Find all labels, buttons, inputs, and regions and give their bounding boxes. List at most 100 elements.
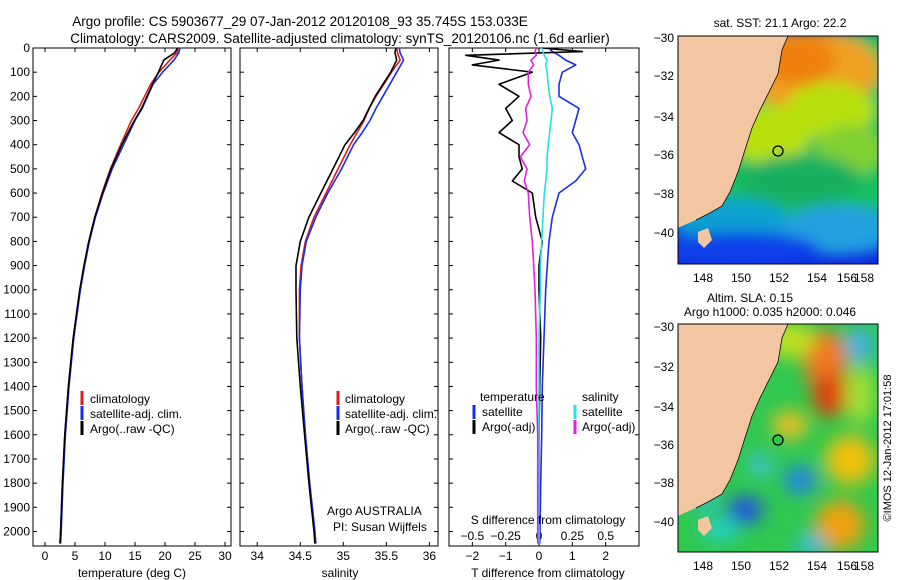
y-tick-label: 1900 bbox=[3, 500, 30, 514]
x-tick-label: 10 bbox=[98, 549, 112, 563]
sla-argo-location-marker bbox=[772, 434, 784, 446]
x-tick-label: 30 bbox=[218, 549, 232, 563]
sst-argo-location-marker bbox=[772, 145, 784, 157]
difference-lines bbox=[464, 48, 587, 544]
x-tick-label: 15 bbox=[128, 549, 142, 563]
sla-ylabel-32: −32 bbox=[654, 360, 675, 374]
x-tick-label: −1 bbox=[499, 549, 513, 563]
y-tick-label: 2000 bbox=[3, 524, 30, 538]
x-tick-label: 25 bbox=[188, 549, 202, 563]
sst-island bbox=[698, 228, 712, 248]
y-tick-label: 1800 bbox=[3, 476, 30, 490]
y-tick-label: 0 bbox=[23, 41, 30, 55]
argo-pi-annotation: PI: Susan Wijffels bbox=[333, 520, 427, 534]
sst-ylabel-30: −30 bbox=[654, 31, 675, 45]
y-tick-label: 1700 bbox=[3, 452, 30, 466]
series-argo-raw-qc bbox=[59, 48, 179, 544]
s-tick-label: 0.5 bbox=[597, 529, 614, 543]
legend-argo-label: Argo(..raw -QC) bbox=[90, 422, 175, 436]
temperature-y-axis: 0 100 200 300 400 500 600 700 800 900 1000 1100 1200… bbox=[3, 41, 231, 538]
temperature-panel: 0100200300400500600700800900100011001200… bbox=[3, 41, 232, 580]
sst-map-title: sat. SST: 21.1 Argo: 22.2 bbox=[714, 16, 847, 30]
sla-y-labels: −30 −32 −34 −36 −38 −40 bbox=[654, 320, 675, 529]
temperature-lines bbox=[59, 48, 181, 544]
sla-map-subtitle: Argo h1000: 0.035 h2000: 0.046 bbox=[684, 305, 856, 319]
sst-ylabel-32: −32 bbox=[654, 69, 675, 83]
y-tick-label: 1200 bbox=[3, 331, 30, 345]
legend-argo-label: Argo(..raw -QC) bbox=[345, 422, 430, 436]
sla-xlabel-150: 150 bbox=[731, 559, 751, 573]
sla-coastline bbox=[695, 324, 789, 509]
y-tick-label: 1000 bbox=[3, 283, 30, 297]
difference-salinity-axis: −0.5 −0.25 0 0.25 0.5 bbox=[460, 529, 614, 543]
y-tick-label: 500 bbox=[10, 162, 30, 176]
figure-title-line2: Climatology: CARS2009. Satellite-adjuste… bbox=[70, 31, 610, 46]
sst-xlabel-156: 156 bbox=[837, 271, 857, 285]
sst-xlabel-152: 152 bbox=[769, 271, 789, 285]
temperature-axes-frame bbox=[32, 47, 232, 547]
x-tick-label: 35.5 bbox=[375, 549, 399, 563]
sst-xlabel-158: 158 bbox=[854, 271, 874, 285]
sst-coastline bbox=[695, 36, 789, 221]
y-tick-label: 1100 bbox=[4, 307, 30, 321]
y-tick-label: 300 bbox=[10, 114, 30, 128]
imos-watermark: ©IMOS 12-Jan-2012 17:01:58 bbox=[882, 375, 894, 522]
sst-map: sat. SST: 21.1 Argo: 22.2 −30 bbox=[654, 16, 879, 285]
x-tick-label: 1 bbox=[569, 549, 576, 563]
legend-s-argo-label: Argo(-adj) bbox=[582, 420, 635, 434]
y-tick-label: 1600 bbox=[3, 428, 30, 442]
x-tick-label: 36 bbox=[423, 549, 437, 563]
legend-t-satellite-label: satellite bbox=[482, 405, 523, 419]
series-argo-raw-qc bbox=[295, 48, 398, 544]
y-tick-label: 800 bbox=[10, 234, 30, 248]
sla-map-frame bbox=[677, 323, 879, 553]
sla-xlabel-148: 148 bbox=[693, 559, 713, 573]
difference-x-axis: −2 −1 0 1 2 bbox=[465, 48, 609, 563]
sst-x-labels: 148 150 152 154 156 158 bbox=[693, 271, 874, 285]
series-salinity-satellite bbox=[538, 48, 554, 544]
x-tick-label: 0 bbox=[42, 549, 49, 563]
series-temperature-argo-adj bbox=[464, 48, 584, 544]
y-tick-label: 400 bbox=[10, 138, 30, 152]
sla-xlabel-158: 158 bbox=[854, 559, 874, 573]
sla-xlabel-156: 156 bbox=[837, 559, 857, 573]
legend-temperature-title: temperature bbox=[480, 390, 545, 404]
sst-land bbox=[678, 36, 788, 228]
salinity-panel: 34 34.5 35 35.5 36 climatology satellite-adj… bbox=[239, 47, 439, 580]
legend-t-argo-label: Argo(-adj) bbox=[482, 420, 535, 434]
argo-program-annotation: Argo AUSTRALIA bbox=[327, 504, 422, 518]
sst-xlabel-148: 148 bbox=[693, 271, 713, 285]
salinity-y-ticks bbox=[240, 47, 438, 532]
y-tick-label: 600 bbox=[10, 186, 30, 200]
sla-ylabel-36: −36 bbox=[654, 438, 675, 452]
series-satellite-adj-clim bbox=[298, 48, 405, 544]
y-tick-label: 1500 bbox=[3, 404, 30, 418]
sst-xlabel-154: 154 bbox=[807, 271, 827, 285]
salinity-legend: climatology satellite-adj. clim. Argo(..… bbox=[336, 391, 437, 436]
temperature-x-axis: 0 5 10 15 20 25 30 bbox=[42, 48, 232, 563]
sla-ylabel-30: −30 bbox=[654, 320, 675, 334]
sst-ylabel-34: −34 bbox=[654, 110, 675, 124]
y-tick-label: 700 bbox=[10, 210, 30, 224]
sla-xlabel-152: 152 bbox=[769, 559, 789, 573]
difference-panel: −2 −1 0 1 2 −0.5 −0.25 0 0.25 0.5 temperature sa… bbox=[448, 47, 640, 580]
x-tick-label: 20 bbox=[158, 549, 172, 563]
sla-xlabel-154: 154 bbox=[807, 559, 827, 573]
x-tick-label: 34.5 bbox=[289, 549, 313, 563]
difference-legend: temperature salinity satellite Argo(-adj… bbox=[472, 390, 635, 434]
t-difference-label: T difference from climatology bbox=[471, 566, 625, 580]
sst-y-labels: −30 −32 −34 −36 −38 −40 bbox=[654, 31, 675, 240]
difference-axes-frame bbox=[448, 47, 640, 547]
s-tick-label: −0.5 bbox=[460, 529, 484, 543]
sla-x-labels: 148 150 152 154 156 158 bbox=[693, 559, 874, 573]
legend-satellite-label: satellite-adj. clim. bbox=[90, 407, 182, 421]
y-tick-label: 1400 bbox=[3, 379, 30, 393]
legend-salinity-title: salinity bbox=[582, 390, 619, 404]
x-tick-label: 0 bbox=[536, 549, 543, 563]
difference-y-ticks bbox=[449, 47, 639, 532]
sst-ylabel-40: −40 bbox=[654, 226, 675, 240]
series-temperature-satellite bbox=[538, 48, 587, 544]
x-tick-label: 2 bbox=[602, 549, 609, 563]
y-tick-label: 200 bbox=[10, 89, 30, 103]
